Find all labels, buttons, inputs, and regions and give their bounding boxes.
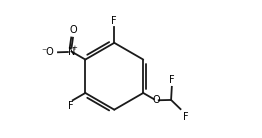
Text: +: + xyxy=(72,45,78,51)
Text: O: O xyxy=(69,25,77,35)
Text: F: F xyxy=(111,16,117,26)
Text: O: O xyxy=(152,95,160,105)
Text: N: N xyxy=(68,47,75,57)
Text: F: F xyxy=(183,112,188,122)
Text: F: F xyxy=(169,75,174,85)
Text: F: F xyxy=(68,101,74,111)
Text: ⁻O: ⁻O xyxy=(41,47,54,57)
